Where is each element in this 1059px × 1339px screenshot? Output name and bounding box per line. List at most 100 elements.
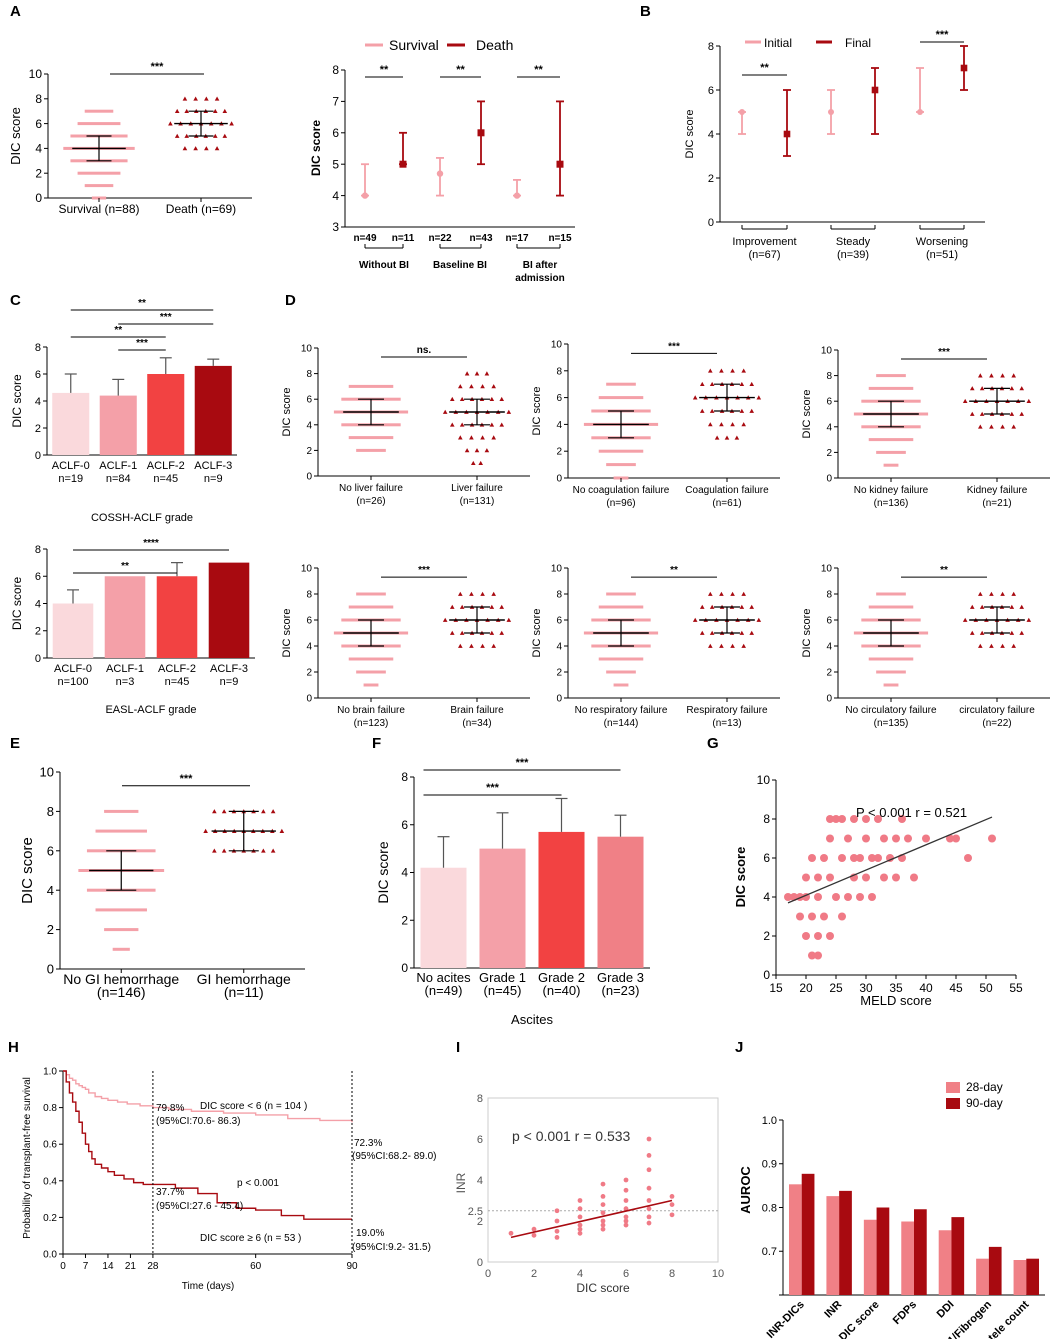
- panel-j-category-label: FDPs: [891, 1299, 919, 1327]
- panel-g-data-point: [844, 834, 852, 843]
- panel-i-data-point: [646, 1220, 652, 1226]
- panel-letter-f: F: [372, 735, 381, 752]
- panel-d5-data-dash: [613, 683, 629, 687]
- panel-i-frame: [487, 1097, 719, 1263]
- panel-c2-xtick-n: n=9: [220, 676, 239, 688]
- panel-c2-xtick-n: n=100: [58, 676, 89, 688]
- panel-d3-data-point: [962, 398, 968, 404]
- panel-j-bar-90day: [876, 1207, 890, 1295]
- panel-d3-xtick-label: Kidney failure: [967, 485, 1028, 496]
- panel-d4-ytick-label: 6: [306, 616, 312, 627]
- panel-d5-ytick-label: 2: [556, 668, 562, 679]
- panel-d6-data-point: [1019, 604, 1025, 609]
- panel-g-data-point: [784, 893, 792, 901]
- panel-c2-xtick-n: n=3: [116, 676, 135, 688]
- panel-i-annotation: p < 0.001 r = 0.533: [512, 1128, 631, 1144]
- panel-d1-data-point: [474, 371, 480, 376]
- panel-h-ytick-label: 0.8: [43, 1103, 57, 1114]
- panel-d5-data-point: [741, 643, 746, 648]
- panel-a2-group-label: Without BI: [359, 260, 409, 271]
- panel-a1-data-point: [193, 96, 198, 101]
- panel-d4-data-point: [449, 630, 455, 635]
- panel-d1-data-point: [449, 396, 455, 402]
- panel-d2-data-point: [709, 408, 715, 413]
- panel-f-sig-label: ***: [516, 757, 530, 769]
- panel-d2-sig-label: ***: [668, 341, 680, 352]
- panel-h-ylabel: Probability of transplant-free survival: [22, 1077, 33, 1239]
- panel-j-bar-28day: [863, 1219, 877, 1295]
- panel-d2-ytick-label: 4: [556, 420, 562, 431]
- panel-g-data-point: [904, 834, 912, 843]
- panel-g-data-point: [802, 932, 810, 940]
- panel-d3-data-point: [969, 411, 975, 416]
- panel-a1-data-point: [204, 96, 209, 101]
- panel-d5-data-point: [709, 630, 715, 635]
- panel-d3-data-point: [1019, 411, 1025, 416]
- panel-letter-c: C: [10, 292, 21, 309]
- panel-d1-ytick-label: 0: [306, 472, 312, 483]
- panel-c2-xtick-label: ACLF-0: [54, 663, 92, 675]
- panel-d4-data-point: [469, 591, 474, 596]
- panel-d3-ytick-label: 2: [826, 448, 832, 459]
- panel-f-bar: [420, 867, 467, 968]
- panel-d3-ytick-label: 8: [826, 371, 832, 382]
- panel-i-data-point: [623, 1206, 629, 1212]
- panel-f-xtick-label: No acites: [416, 970, 471, 985]
- panel-i-ytick-label: 0: [477, 1257, 483, 1269]
- panel-g-data-point: [838, 854, 846, 862]
- panel-h-xtick-label: 0: [60, 1261, 66, 1272]
- panel-g-data-point: [874, 854, 882, 862]
- panel-j-ytick-label: 1.0: [762, 1115, 777, 1127]
- panel-g-data-point: [796, 912, 804, 921]
- panel-d1-data-dash: [348, 384, 394, 388]
- panel-d5-ytick-label: 0: [556, 694, 562, 705]
- panel-j-category-label: INR-DICs: [765, 1299, 807, 1339]
- panel-d6-data-point: [989, 591, 994, 596]
- panel-d4-data-point: [458, 591, 463, 596]
- panel-d6-data-point: [1000, 591, 1005, 596]
- panel-d2-data-point: [730, 368, 735, 373]
- panel-b-ylabel: DIC score: [684, 110, 696, 159]
- panel-d4-data-point: [459, 630, 465, 635]
- panel-d4-data-point: [469, 643, 474, 648]
- panel-a1-data-point: [204, 146, 209, 151]
- panel-g-data-point: [850, 854, 858, 862]
- panel-g-ytick-label: 10: [757, 773, 771, 787]
- panel-f-xtick-n: (n=40): [543, 983, 581, 998]
- panel-d3-data-point: [978, 373, 983, 378]
- panel-e-data-dash: [95, 908, 147, 912]
- panel-d6-xtick-label: circulatory failure: [959, 705, 1035, 716]
- panel-j-bar-90day: [988, 1246, 1002, 1295]
- panel-i-data-point: [646, 1214, 652, 1220]
- panel-a2-group-label: Baseline BI: [433, 260, 487, 271]
- panel-d6-data-point: [1026, 617, 1032, 622]
- panel-d6-data-point: [979, 604, 985, 609]
- panel-i-xtick-label: 4: [577, 1268, 583, 1280]
- panel-d4-data-point: [489, 604, 495, 609]
- panel-d6-data-point: [969, 604, 975, 609]
- panel-h-90-high: 19.0%: [356, 1228, 384, 1239]
- panel-g-data-point: [838, 815, 846, 823]
- panel-c1-sig-label: ***: [160, 312, 172, 323]
- panel-a2-sig-label: **: [534, 64, 543, 76]
- panel-g-ytick-label: 0: [763, 968, 770, 982]
- panel-d1-data-point: [458, 384, 463, 389]
- panel-h-xtick-label: 21: [125, 1261, 137, 1272]
- panel-d4-data-point: [491, 591, 496, 596]
- panel-d1-ytick-label: 4: [306, 420, 312, 431]
- panel-d2-ylabel: DIC score: [531, 387, 543, 436]
- panel-c1-ytick-label: 2: [35, 423, 41, 435]
- panel-i-data-point: [646, 1198, 652, 1203]
- panel-g-data-point: [886, 854, 894, 862]
- panel-b-ytick-label: 6: [708, 85, 714, 97]
- panel-g-data-point: [868, 893, 876, 901]
- panel-g-xtick-label: 35: [889, 981, 903, 995]
- panel-f-xtick-label: Grade 3: [597, 970, 644, 985]
- panel-f-ytick-label: 8: [401, 770, 408, 784]
- panel-c1-xtick-label: ACLF-1: [99, 460, 137, 472]
- panel-d4-data-point: [506, 617, 512, 622]
- panel-a1-data-point: [193, 146, 198, 151]
- panel-g-xtick-label: 30: [859, 981, 873, 995]
- panel-d1-data-point: [480, 435, 485, 440]
- panel-d5-data-point: [699, 630, 705, 635]
